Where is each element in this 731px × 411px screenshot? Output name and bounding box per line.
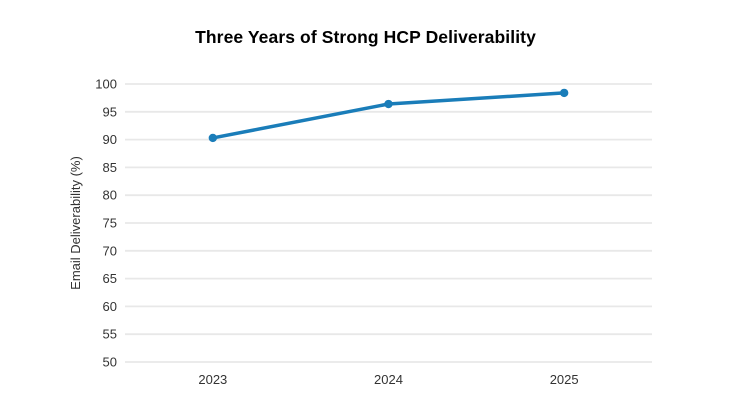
data-point xyxy=(559,88,569,98)
y-tick-label: 70 xyxy=(103,243,117,258)
y-tick-label: 55 xyxy=(103,327,117,342)
y-tick-label: 85 xyxy=(103,160,117,175)
data-point xyxy=(208,133,218,143)
y-tick-label: 95 xyxy=(103,104,117,119)
y-tick-label: 75 xyxy=(103,216,117,231)
series-line xyxy=(211,91,566,140)
y-axis-title: Email Deliverability (%) xyxy=(68,156,83,290)
data-point xyxy=(384,99,393,109)
y-tick-label: 80 xyxy=(103,188,117,203)
x-tick-label: 2025 xyxy=(550,372,579,387)
chart-title: Three Years of Strong HCP Deliverability xyxy=(195,27,536,47)
y-tick-label: 100 xyxy=(95,77,117,92)
x-tick-label: 2023 xyxy=(198,372,227,387)
y-tick-label: 90 xyxy=(103,132,117,147)
y-tick-label: 50 xyxy=(103,355,117,370)
y-tick-label: 65 xyxy=(103,271,117,286)
x-tick-label: 2024 xyxy=(374,372,403,387)
y-tick-label: 60 xyxy=(103,299,117,314)
